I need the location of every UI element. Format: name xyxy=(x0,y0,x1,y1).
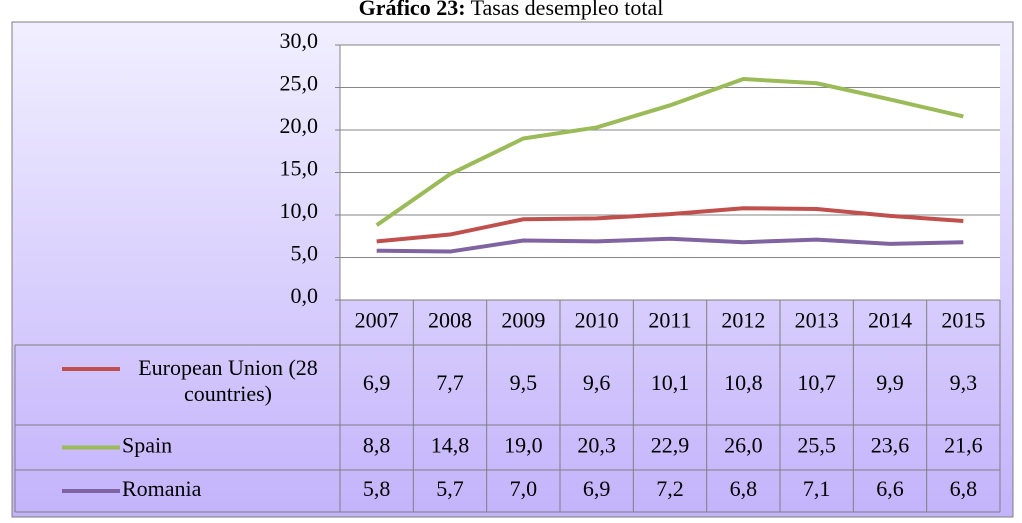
table-value: 9,9 xyxy=(876,370,904,395)
table-value: 6,9 xyxy=(583,476,611,501)
table-value: 8,8 xyxy=(363,433,391,458)
table-value: 14,8 xyxy=(431,433,470,458)
x-tick-label: 2009 xyxy=(501,308,545,333)
x-tick-label: 2011 xyxy=(648,308,691,333)
table-value: 7,0 xyxy=(510,476,538,501)
y-tick-label: 5,0 xyxy=(291,241,319,266)
y-tick-label: 15,0 xyxy=(280,156,319,181)
x-tick-label: 2007 xyxy=(355,308,399,333)
y-tick-label: 20,0 xyxy=(280,113,319,138)
table-value: 5,8 xyxy=(363,476,391,501)
series-line xyxy=(376,206,964,244)
x-tick-label: 2008 xyxy=(428,308,472,333)
y-tick-label: 25,0 xyxy=(280,71,319,96)
table-value: 25,5 xyxy=(797,433,836,458)
title-label: Gráfico 23: xyxy=(359,0,466,20)
title-text: Tasas desempleo total xyxy=(471,0,664,20)
table-value: 9,3 xyxy=(950,370,978,395)
legend-label-box: European Union (28 countries) xyxy=(138,355,318,406)
x-tick-label: 2013 xyxy=(795,308,839,333)
table-value: 10,1 xyxy=(651,370,690,395)
table-value: 9,6 xyxy=(583,370,611,395)
legend-label: Spain xyxy=(122,433,172,458)
table-value: 10,7 xyxy=(797,370,836,395)
table-value: 5,7 xyxy=(436,476,464,501)
table-value: 6,6 xyxy=(876,476,904,501)
table-value: 22,9 xyxy=(651,433,690,458)
table-value: 19,0 xyxy=(504,433,543,458)
table-value: 6,9 xyxy=(363,370,391,395)
x-tick-label: 2014 xyxy=(868,308,912,333)
series-line xyxy=(375,77,964,227)
table-value: 6,8 xyxy=(950,476,978,501)
y-tick-label: 10,0 xyxy=(280,198,319,223)
table-value: 7,1 xyxy=(803,476,831,501)
y-tick-label: 30,0 xyxy=(280,28,319,53)
y-tick-label: 0,0 xyxy=(291,283,319,308)
table-value: 21,6 xyxy=(944,433,983,458)
table-value: 10,8 xyxy=(724,370,763,395)
x-tick-label: 2012 xyxy=(721,308,765,333)
table-value: 23,6 xyxy=(871,433,910,458)
table-value: 20,3 xyxy=(577,433,616,458)
series-line xyxy=(376,236,964,254)
table-value: 7,2 xyxy=(656,476,684,501)
x-tick-label: 2015 xyxy=(941,308,985,333)
table-value: 7,7 xyxy=(436,370,464,395)
table-value: 9,5 xyxy=(510,370,538,395)
legend-label: Romania xyxy=(122,476,202,501)
legend-label: European Union (28 countries) xyxy=(138,355,318,406)
table-value: 6,8 xyxy=(730,476,758,501)
table-value: 26,0 xyxy=(724,433,763,458)
x-tick-label: 2010 xyxy=(575,308,619,333)
chart-title: Gráfico 23: Tasas desempleo total xyxy=(359,0,664,20)
